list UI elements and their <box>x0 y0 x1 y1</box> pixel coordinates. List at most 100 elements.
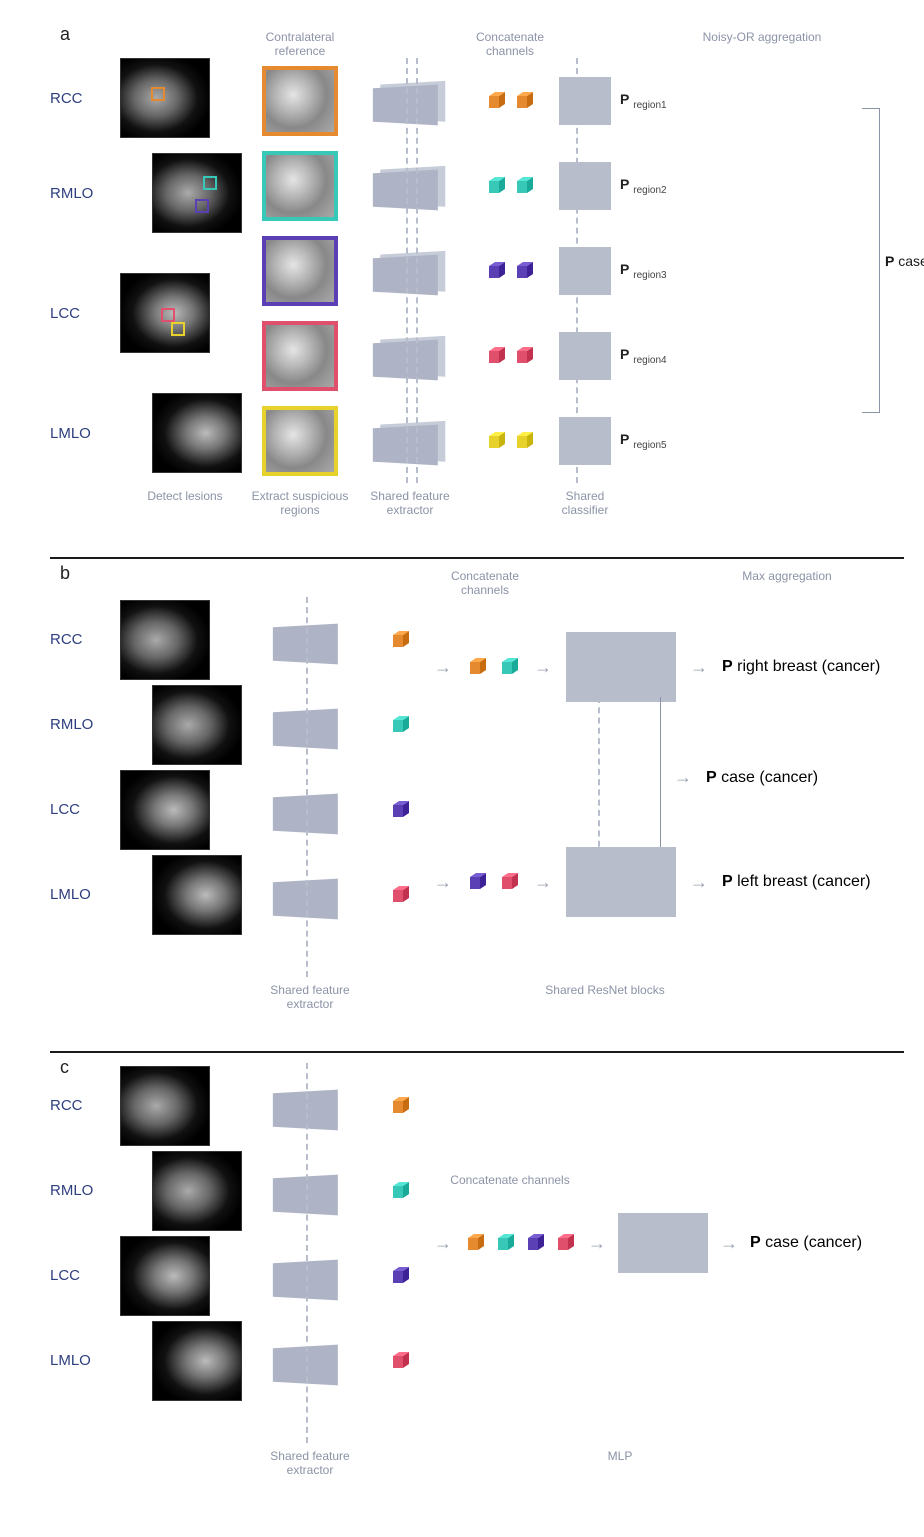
shared-fe-dash <box>306 597 308 977</box>
feature-extractor-icon <box>271 1169 349 1213</box>
mammogram-lmlo <box>152 393 242 473</box>
case-path: → P case (cancer) <box>670 767 818 788</box>
feature-cube <box>389 1180 411 1202</box>
resnet-block <box>566 847 676 917</box>
panel-b: b Concatenate channels Max aggregation R… <box>50 557 904 1051</box>
label-contralateral: Contralateral reference <box>250 30 350 58</box>
feature-extractor-icon <box>271 788 349 832</box>
label-extract: Extract suspicious regions <box>250 489 350 517</box>
feature-extractor-icon <box>271 703 349 747</box>
view-label-lmlo: LMLO <box>50 1352 120 1369</box>
mammogram-lmlo <box>152 1321 242 1401</box>
mammogram-rcc <box>120 58 210 138</box>
feature-cube <box>389 714 411 736</box>
feature-cube <box>389 1350 411 1372</box>
label-shared-cls: Shared classifier <box>550 489 620 517</box>
lesion-marker <box>161 308 175 322</box>
mammogram-lcc <box>120 273 210 353</box>
panel-c: c RCC RMLO LCC <box>50 1051 904 1517</box>
output-prob: P region1 <box>620 91 667 111</box>
feature-cube <box>498 871 520 893</box>
mammogram-rcc <box>120 1066 210 1146</box>
panel-a: a Contralateral reference Concatenate ch… <box>50 20 904 557</box>
label-agg-a: Noisy-OR aggregation <box>620 30 904 58</box>
label-concat-c: Concatenate channels <box>450 1173 570 1187</box>
left-breast-path: → → → P left breast (cancer) <box>430 847 871 917</box>
output-prob: P region5 <box>620 431 667 451</box>
feature-extractor-icon <box>371 419 449 463</box>
panel-c-row-rcc: RCC <box>50 1063 904 1148</box>
arrow-icon: → <box>430 1233 456 1254</box>
shared-fe-dash <box>306 1063 308 1443</box>
feature-cube <box>524 1232 546 1254</box>
feature-cube <box>485 175 507 197</box>
mammogram-rmlo <box>152 1151 242 1231</box>
panel-c-row-lmlo: LMLO <box>50 1318 904 1403</box>
view-label-lmlo: LMLO <box>50 425 120 442</box>
feature-extractor-icon <box>371 164 449 208</box>
classifier-block <box>559 332 611 380</box>
feature-extractor-icon <box>271 1339 349 1383</box>
arrow-icon: → <box>530 657 556 678</box>
output-prob: P region2 <box>620 176 667 196</box>
shared-weights-dash <box>416 58 418 483</box>
feature-extractor-icon <box>271 618 349 662</box>
view-label-lcc: LCC <box>50 801 120 818</box>
lesion-marker <box>171 322 185 336</box>
feature-cube <box>513 430 535 452</box>
label-agg-b: Max aggregation <box>670 569 904 597</box>
classifier-block <box>559 77 611 125</box>
panel-b-bottom-labels: Shared feature extractor Shared ResNet b… <box>50 983 904 1011</box>
output-prob: P case (cancer) <box>885 253 924 269</box>
view-label-lmlo: LMLO <box>50 886 120 903</box>
feature-cube <box>554 1232 576 1254</box>
resnet-block <box>566 632 676 702</box>
lesion-marker <box>151 87 165 101</box>
feature-cube <box>513 175 535 197</box>
feature-extractor-icon <box>271 873 349 917</box>
arrow-icon: → <box>530 872 556 893</box>
classifier-block <box>559 417 611 465</box>
noisy-or-bracket: P case (cancer) <box>862 108 880 413</box>
label-shared-fe: Shared feature extractor <box>350 489 470 517</box>
feature-cube <box>464 1232 486 1254</box>
feature-cube <box>513 260 535 282</box>
feature-cube <box>389 1265 411 1287</box>
view-label-lcc: LCC <box>50 305 120 322</box>
mammogram-lcc <box>120 770 210 850</box>
arrow-icon: → <box>716 1233 742 1254</box>
view-label-rcc: RCC <box>50 90 120 107</box>
output-prob: P region3 <box>620 261 667 281</box>
classifier-block <box>559 247 611 295</box>
feature-cube <box>485 260 507 282</box>
label-resnet: Shared ResNet blocks <box>540 983 670 1011</box>
arrow-icon: → <box>686 657 712 678</box>
feature-extractor-icon <box>371 249 449 293</box>
view-label-rcc: RCC <box>50 631 120 648</box>
arrow-icon: → <box>430 657 456 678</box>
feature-cube <box>513 345 535 367</box>
view-label-rmlo: RMLO <box>50 185 120 202</box>
view-label-lcc: LCC <box>50 1267 120 1284</box>
view-label-rcc: RCC <box>50 1097 120 1114</box>
panel-a-bottom-labels: Detect lesions Extract suspicious region… <box>50 489 904 517</box>
feature-cube <box>389 884 411 906</box>
mammogram-rcc <box>120 600 210 680</box>
label-detect: Detect lesions <box>120 489 250 517</box>
classifier-block <box>559 162 611 210</box>
mlp-block <box>618 1213 708 1273</box>
feature-cube <box>466 871 488 893</box>
feature-cube <box>389 629 411 651</box>
arrow-icon: → <box>686 872 712 893</box>
panel-a-top-labels: Contralateral reference Concatenate chan… <box>50 30 904 58</box>
panel-c-bottom-labels: Shared feature extractor MLP <box>50 1449 904 1477</box>
mammogram-rmlo <box>152 685 242 765</box>
max-agg-line <box>660 697 661 847</box>
region-patch <box>262 66 338 136</box>
lesion-marker <box>203 176 217 190</box>
output-prob: P case (cancer) <box>750 1234 862 1252</box>
feature-cube <box>466 656 488 678</box>
shared-cls-dash <box>576 58 578 483</box>
feature-extractor-icon <box>271 1254 349 1298</box>
region-patch <box>262 151 338 221</box>
